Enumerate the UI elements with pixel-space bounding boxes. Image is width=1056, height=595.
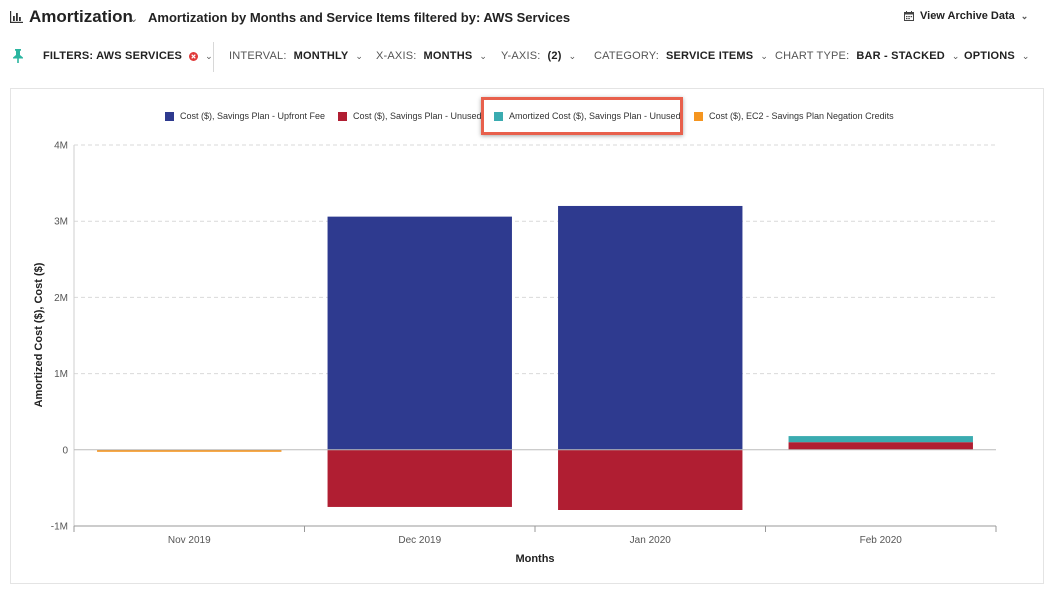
y-tick-label: -1M — [51, 522, 68, 533]
yaxis-dropdown[interactable]: Y-AXIS: (2) ⌄ — [501, 50, 576, 62]
tick-labels: -1M 0 1M 2M 3M 4M Nov 2019 Dec 2019 Jan 2020 Feb … — [51, 141, 903, 547]
x-tick-label: Jan 2020 — [630, 535, 672, 546]
y-tick-label: 4M — [54, 141, 68, 152]
app-title[interactable]: Amortization — [29, 7, 133, 26]
view-archive-button[interactable]: View Archive Data ⌄ — [904, 10, 1028, 22]
remove-filter-icon[interactable] — [189, 51, 199, 61]
pin-icon[interactable] — [12, 49, 24, 63]
x-tick-label: Dec 2019 — [398, 535, 441, 546]
bar-segment — [327, 449, 512, 507]
interval-label: INTERVAL: — [229, 50, 287, 62]
legend-item-cost-unused[interactable]: Cost ($), Savings Plan - Unused — [338, 111, 482, 121]
grid-lines — [74, 144, 996, 527]
filters-label: FILTERS: AWS SERVICES — [43, 50, 183, 62]
chevron-down-icon: ⌄ — [355, 50, 363, 61]
bar-series — [97, 205, 973, 510]
chart-panel — [10, 88, 1044, 584]
bar-segment — [327, 216, 512, 450]
legend-item-upfront-fee[interactable]: Cost ($), Savings Plan - Upfront Fee — [165, 111, 325, 121]
filter-divider — [213, 42, 214, 72]
filters-dropdown[interactable]: FILTERS: AWS SERVICES ⌄ — [43, 50, 213, 62]
yaxis-label: Y-AXIS: — [501, 50, 541, 62]
chevron-down-icon: ⌄ — [205, 50, 213, 61]
y-axis-title: Amortized Cost ($), Cost ($) — [33, 262, 45, 407]
view-archive-label: View Archive Data — [920, 10, 1015, 22]
report-title: Amortization by Months and Service Items… — [148, 10, 571, 25]
interval-dropdown[interactable]: INTERVAL: MONTHLY ⌄ — [229, 50, 363, 62]
yaxis-value: (2) — [547, 50, 562, 62]
category-dropdown[interactable]: CATEGORY: SERVICE ITEMS ⌄ — [594, 50, 768, 62]
x-tick-label: Nov 2019 — [168, 535, 211, 546]
chart-type-label: CHART TYPE: — [775, 50, 850, 62]
legend-item-amortized-unused[interactable]: Amortized Cost ($), Savings Plan - Unuse… — [494, 111, 681, 121]
category-label: CATEGORY: — [594, 50, 659, 62]
y-tick-label: 3M — [54, 217, 68, 228]
filter-bar: FILTERS: AWS SERVICES ⌄ INTERVAL: MONTHL… — [0, 38, 1056, 76]
legend-swatch — [494, 111, 503, 121]
chart-legend: Cost ($), Savings Plan - Upfront Fee Cos… — [0, 111, 1056, 123]
xaxis-label: X-AXIS: — [376, 50, 417, 62]
bar-chart-icon — [10, 11, 23, 23]
bar-segment — [558, 205, 743, 450]
chevron-down-icon: ⌄ — [479, 50, 487, 61]
bar-segment — [558, 449, 743, 510]
chevron-down-icon[interactable]: ⌄ — [129, 13, 139, 25]
x-tick-label: Feb 2020 — [860, 535, 903, 546]
x-axis-title: Months — [515, 553, 554, 565]
legend-label: Cost ($), EC2 - Savings Plan Negation Cr… — [709, 111, 894, 121]
legend-swatch — [338, 111, 347, 121]
chevron-down-icon: ⌄ — [1020, 10, 1029, 21]
bar-segment — [788, 436, 973, 443]
legend-label: Amortized Cost ($), Savings Plan - Unuse… — [509, 111, 681, 121]
y-tick-label: 0 — [62, 445, 68, 456]
chart-axes — [73, 145, 997, 532]
legend-label: Cost ($), Savings Plan - Unused — [353, 111, 482, 121]
chart-type-value: BAR - STACKED — [856, 50, 945, 62]
chevron-down-icon: ⌄ — [760, 50, 768, 61]
options-dropdown[interactable]: OPTIONS ⌄ — [964, 50, 1029, 62]
interval-value: MONTHLY — [293, 50, 349, 62]
y-tick-label: 2M — [54, 293, 68, 304]
chart-type-dropdown[interactable]: CHART TYPE: BAR - STACKED ⌄ — [775, 50, 959, 62]
y-tick-label: 1M — [54, 369, 68, 380]
header-bar: Amortization ⌄ Amortization by Months an… — [0, 0, 1056, 36]
legend-label: Cost ($), Savings Plan - Upfront Fee — [180, 111, 326, 121]
legend-swatch — [694, 111, 703, 121]
calendar-icon — [904, 11, 914, 21]
bar-segment — [97, 449, 282, 452]
category-value: SERVICE ITEMS — [665, 50, 754, 62]
chevron-down-icon: ⌄ — [568, 50, 577, 61]
chevron-down-icon: ⌄ — [951, 50, 960, 61]
options-label: OPTIONS — [964, 50, 1015, 62]
xaxis-dropdown[interactable]: X-AXIS: MONTHS ⌄ — [376, 50, 487, 62]
legend-item-negation-credits[interactable]: Cost ($), EC2 - Savings Plan Negation Cr… — [694, 111, 894, 121]
bar-segment — [788, 442, 973, 450]
chevron-down-icon: ⌄ — [1021, 50, 1030, 61]
xaxis-value: MONTHS — [423, 50, 473, 62]
legend-swatch — [165, 111, 174, 121]
